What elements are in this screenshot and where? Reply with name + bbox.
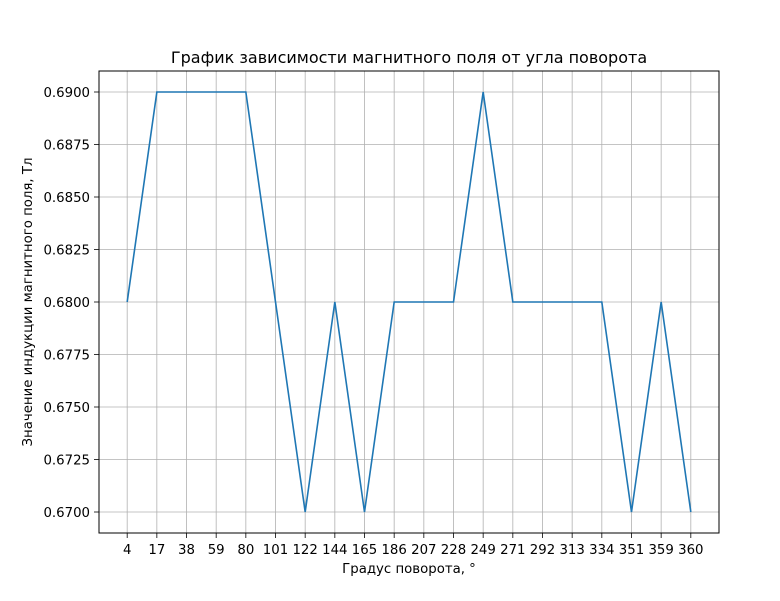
y-tick-label: 0.6775 (43, 349, 90, 364)
chart-title: График зависимости магнитного поля от уг… (171, 48, 647, 67)
x-tick-label: 4 (123, 543, 131, 558)
x-tick-label: 80 (237, 543, 254, 558)
y-axis-label: Значение индукции магнитного поля, Тл (21, 158, 36, 447)
x-tick-label: 38 (178, 543, 195, 558)
x-tick-label: 334 (589, 543, 614, 558)
x-tick-label: 59 (208, 543, 225, 558)
x-tick-label: 165 (352, 543, 377, 558)
x-tick-label: 360 (678, 543, 703, 558)
series-layer (126, 91, 692, 513)
axis-ticks: 4 17 38 59 80 101 122 144 165 186 207 228 249 271 292 3… (43, 86, 703, 558)
x-tick-label: 101 (263, 543, 288, 558)
y-tick-label: 0.6900 (43, 86, 90, 101)
series-line (126, 91, 692, 513)
x-tick-label: 313 (559, 543, 584, 558)
y-tick-label: 0.6725 (43, 454, 90, 469)
x-tick-label: 122 (292, 543, 317, 558)
x-tick-label: 228 (441, 543, 466, 558)
y-tick-label: 0.6700 (43, 506, 90, 521)
x-tick-label: 207 (411, 543, 436, 558)
x-tick-label: 271 (500, 543, 525, 558)
x-tick-label: 144 (322, 543, 347, 558)
x-tick-label: 359 (648, 543, 673, 558)
y-tick-label: 0.6850 (43, 191, 90, 206)
x-tick-label: 292 (530, 543, 555, 558)
x-tick-label: 351 (619, 543, 644, 558)
y-tick-label: 0.6825 (43, 244, 90, 259)
y-tick-label: 0.6750 (43, 401, 90, 416)
y-tick-label: 0.6875 (43, 139, 90, 154)
x-tick-label: 17 (148, 543, 165, 558)
x-tick-label: 186 (381, 543, 406, 558)
x-tick-label: 249 (470, 543, 495, 558)
y-tick-label: 0.6800 (43, 296, 90, 311)
x-axis-label: Градус поворота, ° (342, 562, 476, 577)
